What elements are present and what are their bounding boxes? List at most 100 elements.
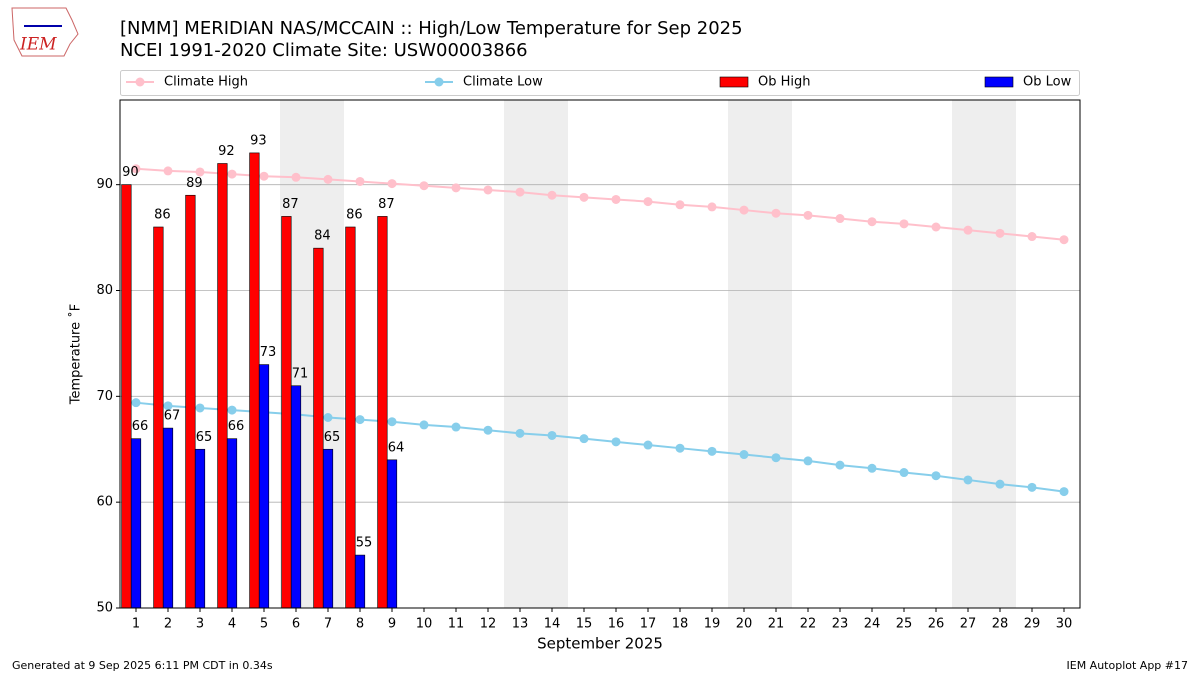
data-label: 86: [346, 208, 363, 223]
line: [135, 167, 1065, 241]
chart-title: [NMM] MERIDIAN NAS/MCCAIN :: High/Low Te…: [120, 18, 743, 39]
point: [419, 181, 429, 191]
legend-swatch: [984, 76, 1014, 88]
point: [195, 167, 205, 177]
legend-swatch: [719, 76, 749, 88]
x-tick-label: 18: [672, 617, 689, 632]
data-label: 87: [378, 197, 395, 212]
data-label: 66: [132, 419, 149, 434]
data-label: 66: [228, 419, 245, 434]
x-tick-label: 2: [164, 617, 172, 632]
point: [579, 434, 589, 444]
x-tick-label: 14: [544, 617, 561, 632]
point: [195, 403, 205, 413]
plot-frame: [119, 99, 1081, 609]
x-tick-label: 11: [448, 617, 465, 632]
bar: [121, 184, 132, 609]
x-tick-label: 8: [356, 617, 364, 632]
legend-label: Climate Low: [463, 75, 543, 90]
weekend-band: [952, 100, 984, 608]
x-tick-label: 13: [512, 617, 529, 632]
point: [675, 443, 685, 453]
x-tick-label: 30: [1056, 617, 1073, 632]
y-tick-label: 70: [96, 389, 113, 404]
logo-text: IEM: [19, 35, 57, 55]
point: [803, 456, 813, 466]
point: [131, 398, 141, 408]
point: [643, 197, 653, 207]
legend-label: Ob Low: [1023, 75, 1072, 90]
point: [803, 210, 813, 220]
y-tick-label: 90: [96, 177, 113, 192]
x-tick-label: 19: [704, 617, 721, 632]
legend-label: Ob High: [758, 75, 811, 90]
y-tick-label: 80: [96, 283, 113, 298]
footer-left: Generated at 9 Sep 2025 6:11 PM CDT in 0…: [12, 659, 273, 672]
point: [227, 405, 237, 415]
footer-right: IEM Autoplot App #17: [1067, 659, 1189, 672]
x-tick-label: 26: [928, 617, 945, 632]
weekend-band: [760, 100, 792, 608]
point: [963, 475, 973, 485]
y-tick-label: 50: [96, 601, 113, 616]
data-label: 67: [164, 409, 181, 424]
x-tick-label: 16: [608, 617, 625, 632]
bar: [162, 427, 174, 609]
logo: IEM: [11, 7, 79, 57]
point: [611, 194, 621, 204]
x-tick-label: 1: [132, 617, 140, 632]
legend-swatch: [434, 77, 444, 87]
bar: [290, 385, 302, 609]
point: [1027, 482, 1037, 492]
weekend-band: [728, 100, 760, 608]
x-tick-label: 21: [768, 617, 785, 632]
point: [163, 401, 173, 411]
point: [675, 200, 685, 210]
x-tick-label: 4: [228, 617, 236, 632]
point: [771, 453, 781, 463]
point: [323, 413, 333, 422]
data-label: 71: [292, 366, 309, 381]
data-label: 84: [314, 229, 331, 244]
point: [771, 208, 781, 218]
point: [963, 225, 973, 235]
data-label: 55: [356, 536, 373, 551]
legend-label: Climate High: [164, 75, 248, 90]
bar: [249, 152, 260, 609]
x-tick-label: 9: [388, 617, 396, 632]
bar: [386, 459, 398, 609]
x-tick-label: 24: [864, 617, 881, 632]
bar: [130, 438, 142, 609]
x-tick-label: 20: [736, 617, 753, 632]
weekend-band: [984, 100, 1016, 608]
x-tick-label: 12: [480, 617, 497, 632]
point: [931, 471, 941, 481]
point: [995, 228, 1005, 238]
bar: [226, 438, 238, 609]
data-label: 65: [324, 430, 341, 445]
point: [931, 222, 941, 232]
x-tick-label: 15: [576, 617, 593, 632]
data-label: 90: [122, 165, 139, 180]
point: [451, 183, 461, 193]
x-tick-label: 27: [960, 617, 977, 632]
point: [547, 190, 557, 200]
x-tick-label: 23: [832, 617, 849, 632]
bar: [354, 554, 366, 609]
point: [867, 463, 877, 473]
point: [611, 437, 621, 447]
point: [291, 172, 301, 182]
chart-subtitle: NCEI 1991-2020 Climate Site: USW00003866: [120, 40, 528, 61]
bar: [258, 364, 270, 609]
x-tick-label: 7: [324, 617, 332, 632]
legend-box: [120, 70, 1080, 96]
point: [387, 417, 397, 427]
y-axis-label: Temperature ˚F: [68, 304, 84, 405]
bar: [281, 216, 292, 609]
point: [451, 422, 461, 432]
point: [579, 192, 589, 202]
data-label: 87: [282, 197, 299, 212]
point: [835, 460, 845, 470]
point: [355, 176, 365, 186]
